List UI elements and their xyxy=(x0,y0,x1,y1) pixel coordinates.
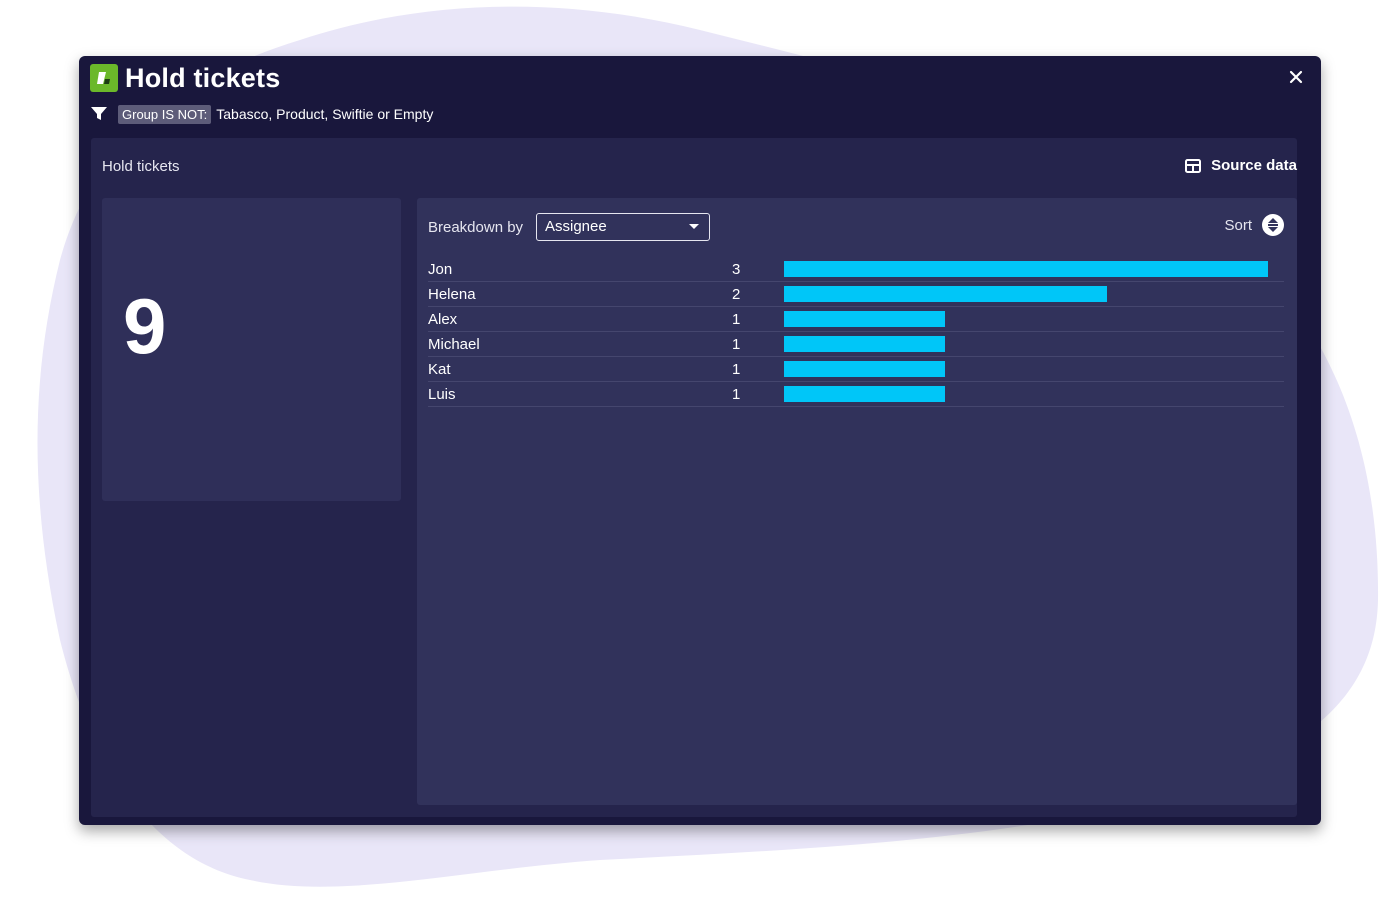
breakdown-row[interactable]: Kat 1 xyxy=(428,357,1284,382)
row-count: 1 xyxy=(732,311,741,328)
panel-title: Hold tickets xyxy=(102,158,180,175)
sort-label: Sort xyxy=(1224,216,1252,234)
bar xyxy=(784,386,945,402)
breakdown-selected-value: Assignee xyxy=(545,218,607,235)
breakdown-row[interactable]: Helena 2 xyxy=(428,282,1284,307)
breakdown-rows: Jon 3 Helena 2 Alex 1 Michael 1 Kat 1 Luis 1 xyxy=(428,257,1284,407)
source-data-label: Source data xyxy=(1211,157,1297,174)
source-data-button[interactable]: Source data xyxy=(1185,157,1297,174)
bar xyxy=(784,336,945,352)
breakdown-select[interactable]: Assignee xyxy=(536,213,710,241)
bar xyxy=(784,286,1107,302)
window-title: Hold tickets xyxy=(125,62,281,93)
breakdown-chart-card: Breakdown by Assignee Sort Jon 3 Helena 2 Al… xyxy=(417,198,1297,805)
breakdown-row[interactable]: Luis 1 xyxy=(428,382,1284,407)
row-label: Alex xyxy=(428,311,458,328)
bar xyxy=(784,261,1268,277)
metric-value: 9 xyxy=(123,282,167,370)
breakdown-row[interactable]: Michael 1 xyxy=(428,332,1284,357)
row-count: 3 xyxy=(732,261,741,278)
row-count: 1 xyxy=(732,336,741,353)
row-label: Luis xyxy=(428,386,456,403)
caret-down-icon xyxy=(689,224,699,229)
row-label: Kat xyxy=(428,361,451,378)
breakdown-label: Breakdown by xyxy=(428,219,524,236)
modal-window: Hold tickets Group IS NOT: Tabasco, Prod… xyxy=(79,56,1321,825)
metric-card: 9 xyxy=(102,198,401,501)
filter-row: Group IS NOT: Tabasco, Product, Swiftie … xyxy=(91,103,433,125)
row-label: Michael xyxy=(428,336,480,353)
table-icon xyxy=(1185,158,1202,173)
bar xyxy=(784,361,945,377)
bar xyxy=(784,311,945,327)
title-row: Hold tickets xyxy=(90,62,280,94)
sort-icon xyxy=(1262,214,1284,236)
close-icon[interactable] xyxy=(1285,66,1307,88)
row-label: Jon xyxy=(428,261,453,278)
sort-button[interactable]: Sort xyxy=(1224,213,1285,237)
app-logo-icon xyxy=(90,64,118,92)
row-count: 1 xyxy=(732,386,741,403)
filter-icon xyxy=(91,106,107,122)
breakdown-row[interactable]: Jon 3 xyxy=(428,257,1284,282)
report-panel: Hold tickets Source data 9 Breakdown by … xyxy=(91,138,1297,817)
row-count: 2 xyxy=(732,286,741,303)
breakdown-row[interactable]: Alex 1 xyxy=(428,307,1284,332)
row-label: Helena xyxy=(428,286,476,303)
filter-value: Tabasco, Product, Swiftie or Empty xyxy=(216,106,434,122)
row-count: 1 xyxy=(732,361,741,378)
filter-chip[interactable]: Group IS NOT: xyxy=(118,104,212,124)
